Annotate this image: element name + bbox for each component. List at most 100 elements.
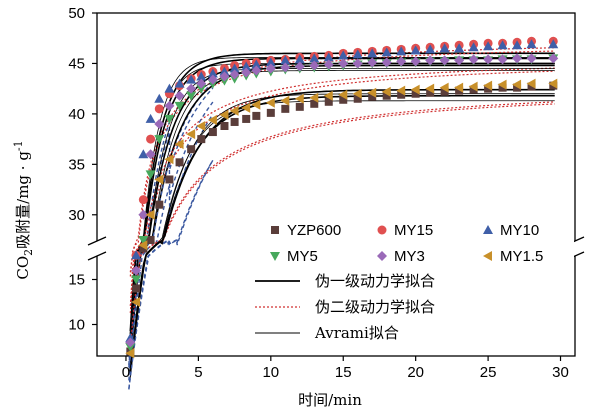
data-point: [454, 82, 464, 93]
data-point: [219, 66, 230, 76]
x-tick-label: 25: [480, 364, 497, 381]
data-point: [242, 114, 251, 123]
data-point: [323, 90, 333, 101]
data-point: [497, 79, 507, 90]
x-tick-label: 20: [407, 364, 424, 381]
data-point: [241, 61, 252, 71]
data-point: [454, 55, 465, 66]
data-point: [251, 59, 262, 69]
data-point: [146, 236, 155, 244]
data-point: [309, 60, 320, 71]
data-point: [338, 58, 349, 69]
data-point: [548, 78, 558, 89]
data-point: [207, 68, 218, 78]
data-point: [164, 100, 175, 111]
data-point: [512, 79, 522, 90]
data-point: [280, 95, 290, 106]
data-point: [339, 95, 348, 104]
y-tick-label: 30: [68, 207, 85, 224]
data-point: [252, 111, 261, 120]
data-point: [145, 149, 156, 160]
data-point: [154, 104, 164, 114]
y-tick-label: 35: [68, 156, 85, 173]
data-point: [196, 71, 207, 81]
data-point: [468, 42, 479, 52]
data-point: [265, 63, 276, 74]
legend-label: MY1.5: [500, 248, 543, 265]
data-point: [125, 348, 135, 359]
data-point: [175, 158, 184, 167]
data-point: [367, 87, 377, 98]
data-point: [230, 117, 239, 126]
initial-fit-curve: [128, 101, 214, 376]
data-point: [483, 80, 493, 91]
data-point: [295, 102, 304, 111]
data-point: [229, 69, 240, 80]
x-tick-label: 15: [335, 364, 352, 381]
data-point: [131, 275, 142, 285]
data-point: [396, 46, 407, 56]
data-point: [174, 101, 185, 111]
data-point: [454, 43, 465, 53]
data-point: [125, 337, 136, 348]
legend-marker: [377, 251, 387, 261]
axes: 0 5 10 15 20 25 30 30 35 40 45 50 10 15: [68, 5, 585, 381]
axis-break-gap: [89, 241, 105, 256]
legend-marker: [270, 252, 280, 261]
data-point: [526, 53, 537, 64]
y-tick-label: 10: [68, 317, 85, 334]
legend-label: MY5: [287, 248, 318, 265]
data-point: [145, 170, 156, 180]
data-point: [241, 102, 251, 113]
data-point: [410, 56, 421, 67]
series-my3: [125, 53, 559, 348]
data-point: [548, 39, 559, 49]
data-point: [483, 54, 494, 65]
data-point: [352, 88, 362, 99]
data-point: [145, 209, 155, 220]
data-point: [155, 200, 164, 209]
data-point: [497, 40, 508, 50]
data-point: [352, 49, 363, 59]
axis-break-mark: [87, 236, 107, 246]
data-point: [131, 265, 142, 276]
data-point: [138, 240, 148, 251]
data-point: [174, 90, 185, 101]
pfo-fit-curve: [129, 88, 555, 372]
data-point: [396, 56, 407, 67]
data-point: [154, 118, 165, 129]
data-point: [439, 82, 449, 93]
data-point: [132, 284, 141, 293]
data-point: [352, 58, 363, 69]
data-point: [294, 61, 305, 72]
data-point: [410, 84, 420, 95]
data-point: [397, 90, 406, 99]
data-point: [468, 54, 479, 65]
y-axis-title: CO2吸附量/mg · g-1: [12, 140, 35, 279]
data-point: [309, 92, 319, 103]
y-tick-label: 40: [68, 106, 85, 123]
data-point: [381, 86, 391, 97]
data-point: [526, 39, 537, 49]
data-point: [207, 74, 218, 85]
data-point: [381, 57, 392, 68]
legend: YZP600 MY15 MY10 MY5 MY3 MY1.5 伪一级动力学拟合伪二级动力学拟…: [255, 220, 574, 348]
data-point: [548, 53, 559, 64]
data-point: [229, 63, 240, 73]
data-point: [439, 43, 450, 53]
data-point: [220, 121, 229, 130]
data-point: [154, 174, 164, 185]
legend-label: Avrami拟合: [314, 324, 399, 342]
x-tick-label: 30: [552, 364, 569, 381]
data-point: [410, 45, 421, 55]
data-point: [265, 97, 275, 108]
data-point: [154, 135, 165, 145]
data-point: [186, 129, 196, 140]
data-point: [367, 57, 378, 68]
data-point: [139, 244, 148, 253]
data-point: [131, 250, 142, 260]
pso-fit-curve: [129, 103, 555, 349]
data-point: [280, 55, 291, 65]
series-my10: [125, 39, 559, 342]
legend-label: 伪二级动力学拟合: [315, 298, 435, 316]
